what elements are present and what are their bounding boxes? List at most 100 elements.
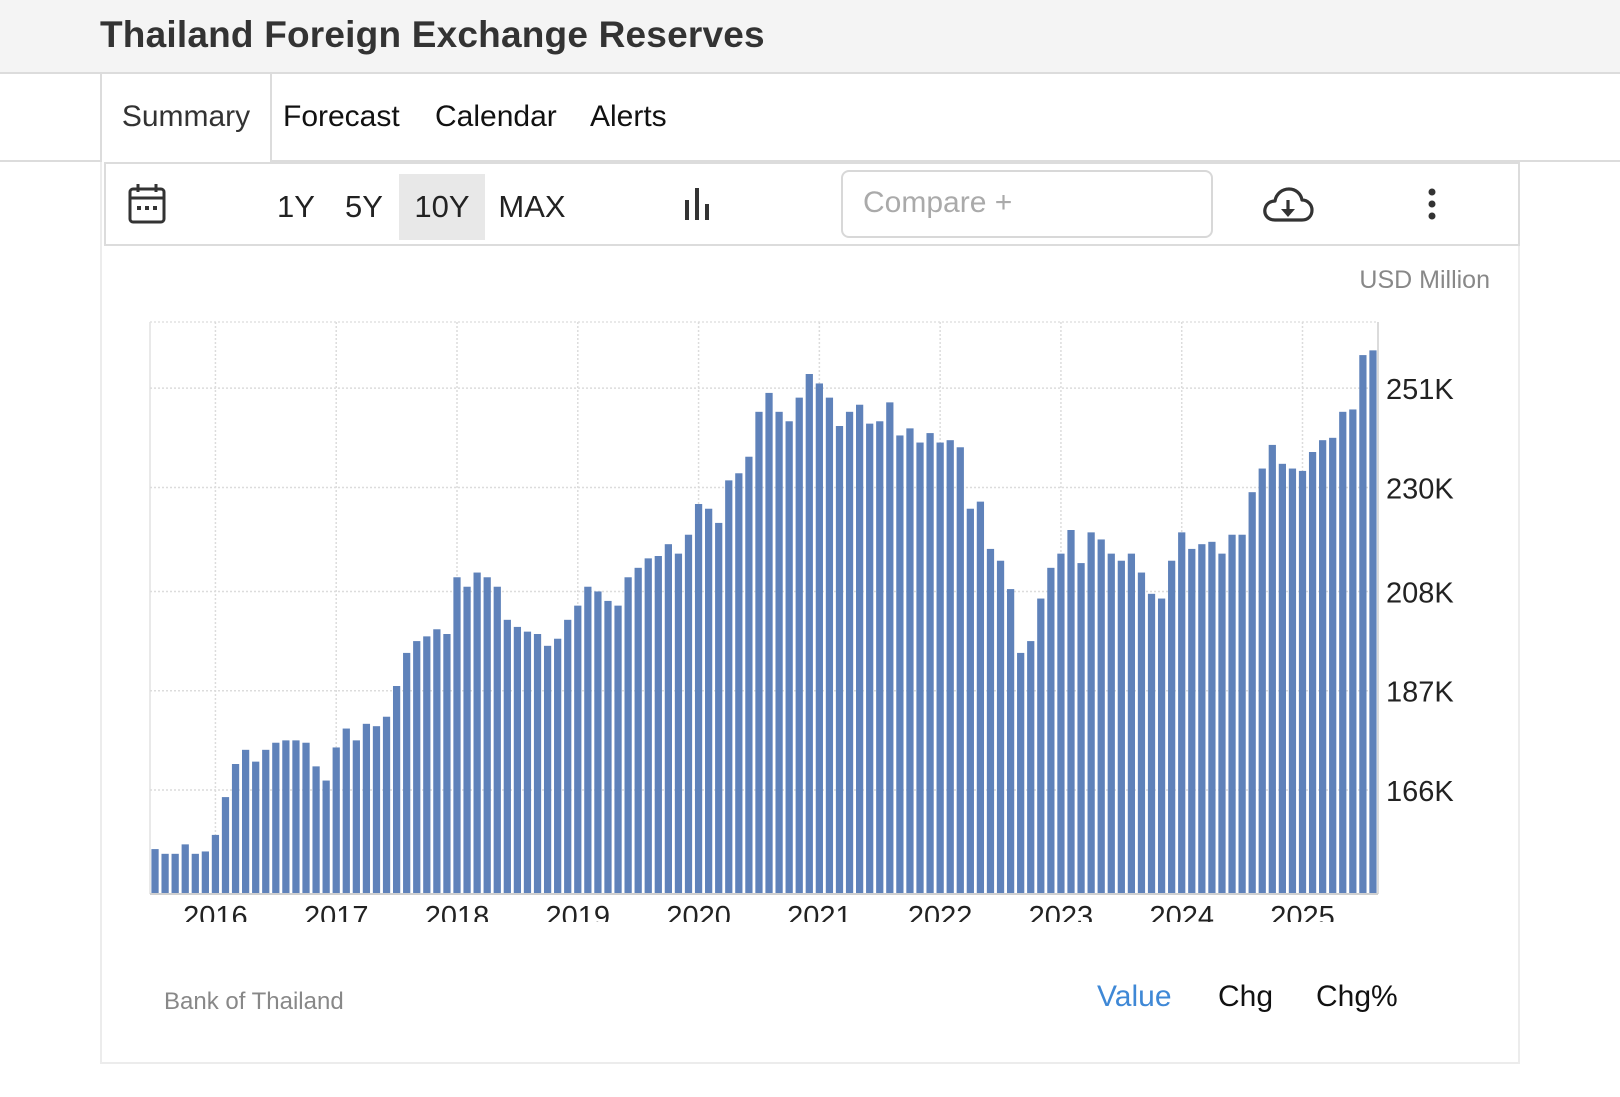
bar [574, 605, 582, 894]
y-tick-label: 187K [1386, 677, 1454, 709]
y-tick-label: 208K [1386, 577, 1454, 609]
bar [1339, 411, 1347, 894]
tick-labels: 166K 187K 208K 230K 251K 2016 2017 2018 2019 2020… [183, 374, 1454, 922]
bar [483, 577, 491, 894]
bar [684, 534, 693, 894]
tab-calendar[interactable]: Calendar [435, 100, 557, 133]
x-tick-label: 2020 [666, 901, 731, 922]
y-tick-label: 230K [1386, 473, 1454, 505]
bar [1218, 553, 1226, 894]
bar [342, 728, 350, 894]
bar [775, 411, 783, 894]
bar [815, 383, 823, 894]
compare-input[interactable]: Compare + [841, 170, 1213, 238]
range-5y-button[interactable]: 5Y [345, 189, 383, 224]
range-10y-button[interactable]: 10Y [399, 174, 485, 240]
bar [413, 641, 421, 894]
chg-percent-mode-button[interactable]: Chg% [1316, 980, 1398, 1013]
value-mode-button[interactable]: Value [1097, 980, 1172, 1013]
bar [1087, 532, 1095, 894]
bar [906, 428, 914, 894]
range-1y-button[interactable]: 1Y [277, 189, 315, 224]
bar [1258, 468, 1266, 894]
tab-bar: Summary Forecast Calendar Alerts [0, 74, 1620, 163]
bar [302, 742, 310, 894]
bar [1147, 593, 1156, 894]
x-tick-label: 2025 [1270, 901, 1335, 922]
bar [1027, 641, 1035, 894]
bar [896, 435, 904, 894]
bar [523, 631, 532, 894]
bar [1137, 572, 1146, 894]
bar [886, 402, 894, 894]
bar [543, 645, 552, 894]
bar [1369, 350, 1377, 894]
bar [634, 567, 642, 894]
y-tick-label: 251K [1386, 374, 1454, 406]
bar [1006, 589, 1015, 894]
units-label: USD Million [1359, 266, 1490, 294]
tab-summary[interactable]: Summary [100, 74, 272, 163]
bar [845, 411, 854, 894]
x-tick-label: 2024 [1149, 901, 1214, 922]
bar [201, 851, 209, 894]
bar [765, 392, 773, 894]
bar [584, 586, 592, 894]
calendar-icon[interactable] [128, 182, 166, 226]
bar-chart-icon[interactable] [682, 186, 716, 222]
x-tick-label: 2021 [787, 901, 852, 922]
bar [966, 508, 974, 894]
bar [513, 626, 522, 894]
bar [644, 558, 652, 894]
bar [1017, 652, 1025, 894]
bar [171, 853, 179, 894]
bar [564, 619, 572, 894]
bar [705, 508, 713, 894]
more-vertical-icon[interactable] [1424, 186, 1440, 222]
bar [493, 586, 501, 894]
chg-mode-button[interactable]: Chg [1218, 980, 1274, 1013]
bar [191, 853, 199, 894]
bar [1107, 553, 1115, 894]
bar [181, 844, 189, 894]
header-bar: Thailand Foreign Exchange Reserves [0, 0, 1620, 74]
x-tick-label: 2018 [425, 901, 490, 922]
tab-forecast[interactable]: Forecast [283, 100, 400, 133]
bar [855, 404, 864, 894]
bar [503, 619, 511, 894]
bar [594, 591, 602, 894]
bar [1037, 598, 1045, 894]
bar [352, 740, 360, 894]
bar [674, 553, 683, 894]
bar [1268, 444, 1276, 894]
bar-chart: 166K 187K 208K 230K 251K 2016 2017 2018 2019 2020… [149, 321, 1454, 922]
bar [533, 634, 542, 894]
range-max-button[interactable]: MAX [498, 189, 566, 224]
bar [604, 600, 612, 894]
bar [382, 716, 391, 894]
cloud-download-icon[interactable] [1262, 186, 1314, 226]
bar [986, 548, 995, 894]
bar [1238, 534, 1246, 894]
bar [725, 480, 733, 894]
bar [1198, 544, 1206, 894]
bar [322, 780, 330, 894]
page-title: Thailand Foreign Exchange Reserves [100, 14, 765, 55]
bar [1208, 541, 1216, 894]
bar [272, 742, 280, 894]
bar [1319, 440, 1327, 894]
bar [785, 421, 793, 894]
bar [1349, 409, 1357, 894]
tab-alerts[interactable]: Alerts [590, 100, 667, 133]
bar [443, 634, 451, 894]
bar [1359, 355, 1367, 894]
bar [423, 636, 431, 894]
source-label: Bank of Thailand [164, 988, 344, 1015]
chart-panel: 1Y 5Y 10Y MAX Compare + U [100, 162, 1520, 1064]
bar [664, 544, 673, 894]
bar [876, 421, 884, 894]
bar [161, 853, 169, 894]
bar [996, 560, 1005, 894]
bar [473, 572, 481, 894]
bar [292, 740, 300, 894]
